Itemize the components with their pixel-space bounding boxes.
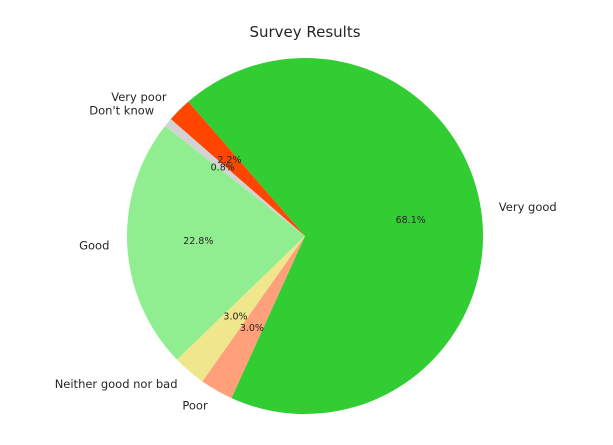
slice-pct-don-t-know: 0.8% [211, 162, 235, 173]
slice-label-very-poor: Very poor [111, 90, 167, 104]
pie-slices [127, 57, 484, 414]
pie-slice-good [127, 125, 305, 360]
pie-labels: Very good 68.1% Poor 3.0% Neither good nor b… [55, 90, 557, 412]
chart-title: Survey Results [249, 23, 360, 41]
slice-label-very-good: Very good [499, 200, 557, 214]
pie-slice-very-poor [170, 101, 305, 236]
pie-slice-don-t-know [165, 119, 305, 236]
slice-label-poor: Poor [182, 398, 208, 412]
pie-slice-very-good [188, 57, 484, 414]
slice-pct-very-good: 68.1% [396, 215, 426, 226]
slice-label-don-t-know: Don't know [89, 104, 154, 118]
slice-pct-very-poor: 2.2% [217, 155, 241, 166]
slice-pct-good: 22.8% [183, 236, 213, 247]
slice-pct-neither-good-nor-bad: 3.0% [223, 312, 247, 323]
pie-slice-poor [202, 236, 305, 399]
pie-slice-neither-good-nor-bad [176, 236, 305, 382]
slice-label-neither-good-nor-bad: Neither good nor bad [55, 377, 178, 391]
slice-pct-poor: 3.0% [240, 323, 264, 334]
slice-label-good: Good [79, 238, 109, 252]
